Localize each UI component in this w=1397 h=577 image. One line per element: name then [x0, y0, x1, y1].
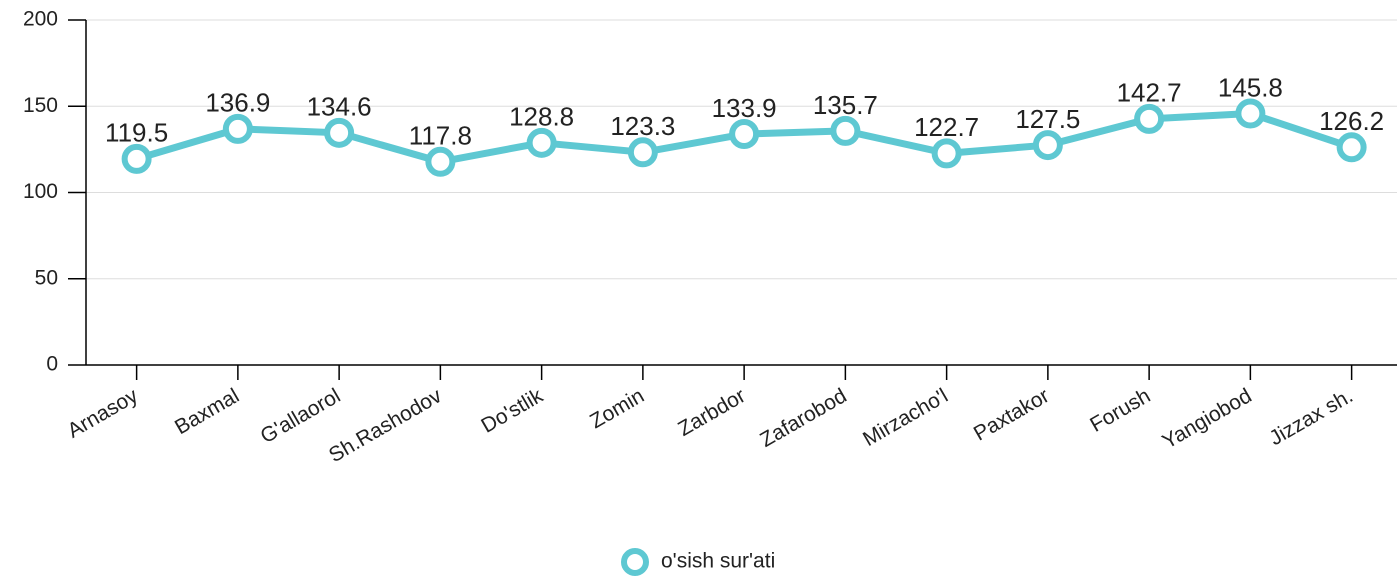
x-tick-label: Sh.Rashodov	[325, 384, 446, 467]
point	[1336, 132, 1367, 163]
legend-marker	[621, 548, 649, 576]
y-tick-label: 200	[23, 8, 58, 31]
point	[222, 113, 253, 144]
point	[324, 117, 355, 148]
x-tick-label: Zarbdor	[674, 384, 749, 441]
data-label: 145.8	[1218, 72, 1283, 102]
point	[830, 115, 861, 146]
x-tick-label: Do'stlik	[477, 384, 547, 438]
point	[1235, 98, 1266, 129]
x-tick-label: Mirzacho'l	[859, 384, 952, 451]
point	[931, 138, 962, 169]
data-label: 136.9	[205, 88, 270, 118]
point	[425, 146, 456, 177]
data-label: 119.5	[105, 118, 168, 148]
x-tick-label: Baxmal	[171, 384, 243, 439]
y-tick-label: 0	[46, 353, 58, 376]
data-label: 127.5	[1015, 104, 1080, 134]
x-tick-label: G'allaorol	[257, 384, 345, 448]
data-label: 133.9	[712, 93, 777, 123]
data-label: 126.2	[1319, 106, 1384, 136]
data-label: 122.7	[914, 112, 979, 142]
y-tick-label: 50	[35, 266, 58, 289]
point	[1134, 103, 1165, 134]
x-tick-label: Jizzax sh.	[1266, 384, 1357, 450]
x-tick-label: Zomin	[586, 384, 648, 433]
x-tick-label: Paxtakor	[970, 384, 1053, 445]
point	[627, 137, 658, 168]
point	[526, 127, 557, 158]
data-label: 135.7	[813, 90, 878, 120]
point	[1032, 130, 1063, 161]
x-tick-label: Arnasoy	[64, 384, 143, 443]
x-tick-label: Forush	[1086, 384, 1154, 437]
data-label: 117.8	[409, 121, 472, 151]
data-label: 128.8	[509, 102, 574, 132]
y-tick-label: 150	[23, 94, 58, 117]
point	[729, 119, 760, 150]
legend-label: o'sish sur'ati	[661, 550, 775, 573]
data-label: 142.7	[1117, 78, 1182, 108]
data-label: 134.6	[307, 92, 372, 122]
x-tick-label: Zafarobod	[756, 384, 850, 452]
data-label: 123.3	[610, 111, 675, 141]
y-tick-label: 100	[23, 180, 58, 203]
point	[121, 143, 152, 174]
x-tick-label: Yangiobod	[1159, 384, 1256, 453]
